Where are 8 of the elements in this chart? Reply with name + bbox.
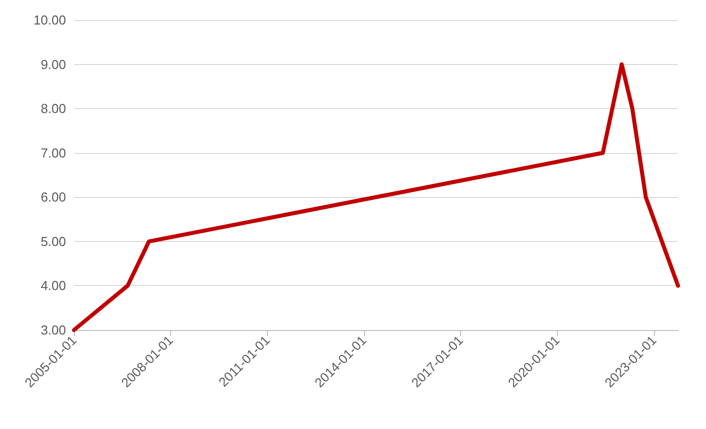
- y-tick-label: 4.00: [40, 278, 66, 294]
- y-tick-label: 3.00: [40, 322, 66, 338]
- y-tick-label: 6.00: [40, 190, 66, 205]
- y-tick-label: 8.00: [40, 101, 66, 116]
- y-tick-label: 10.00: [33, 12, 66, 28]
- y-tick-label: 5.00: [40, 234, 66, 249]
- y-tick-label: 9.00: [40, 56, 66, 72]
- y-tick-label: 7.00: [40, 145, 66, 160]
